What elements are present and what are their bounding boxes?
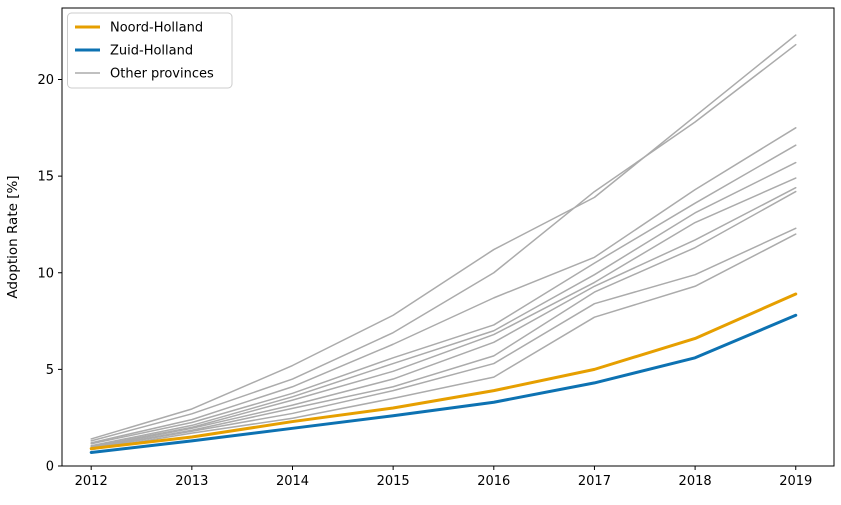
x-tick-label: 2015 — [377, 474, 410, 489]
series-layer — [89, 34, 798, 454]
plot-line-other-province-5 — [90, 161, 797, 447]
legend: Noord-Holland Zuid-Holland Other provinc… — [67, 12, 233, 89]
y-tick-label: 10 — [37, 266, 54, 281]
legend-item-zuid-holland: Zuid-Holland — [75, 44, 193, 59]
y-tick-label: 15 — [37, 170, 54, 185]
plot-line-other-province-9 — [90, 227, 797, 450]
plot-line-other-province-2 — [90, 43, 797, 442]
tick-layer: 2012 2013 2014 2015 2016 2017 2018 2019 0 5 10 15 20 — [37, 73, 812, 489]
plot-line-other-province-6 — [90, 177, 797, 448]
x-tick-label: 2014 — [276, 474, 309, 489]
y-tick-label: 5 — [46, 363, 54, 378]
x-tick-label: 2017 — [578, 474, 611, 489]
y-axis-label: Adoption Rate [%] — [5, 175, 21, 298]
legend-box — [67, 12, 233, 89]
x-tick-label: 2019 — [779, 474, 812, 489]
x-tick-label: 2013 — [175, 474, 208, 489]
plot-line-noord-holland — [89, 292, 798, 451]
legend-item-noord-holland: Noord-Holland — [75, 21, 203, 36]
x-tick-label: 2018 — [679, 474, 712, 489]
plot-line-other-province-1 — [90, 34, 797, 440]
x-tick-label: 2016 — [477, 474, 510, 489]
legend-item-label: Noord-Holland — [110, 21, 203, 36]
y-tick-label: 20 — [37, 73, 54, 88]
plot-line-other-province-3 — [90, 127, 797, 444]
plot-line-other-province-4 — [90, 144, 797, 445]
plot-line-other-province-10 — [90, 233, 797, 451]
plot-line-other-province-8 — [90, 190, 797, 449]
legend-item-label: Other provinces — [110, 67, 214, 82]
y-tick-label: 0 — [46, 460, 54, 475]
x-tick-label: 2012 — [75, 474, 108, 489]
legend-item-other-provinces: Other provinces — [75, 67, 214, 82]
legend-item-label: Zuid-Holland — [110, 44, 193, 59]
plot-line-zuid-holland — [89, 313, 798, 454]
plot-border — [61, 7, 835, 467]
plot-line-other-province-7 — [90, 186, 797, 449]
